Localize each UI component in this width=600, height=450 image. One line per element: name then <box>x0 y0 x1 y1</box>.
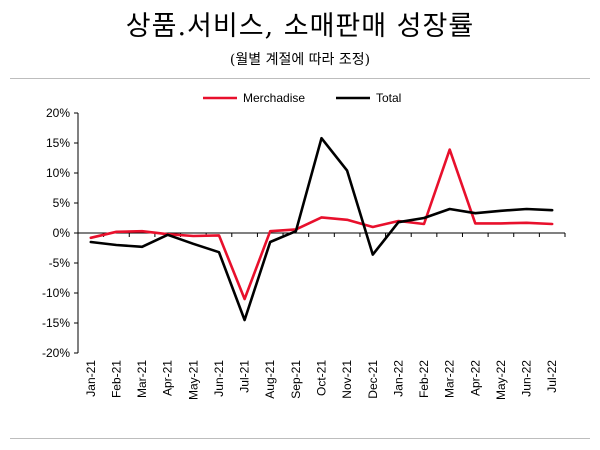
chart-title: 상품.서비스, 소매판매 성장률 <box>125 11 475 42</box>
y-tick-label: -10% <box>42 286 70 300</box>
top-divider <box>10 78 590 79</box>
x-tick-label: Mar-22 <box>443 360 457 398</box>
x-tick-label: Apr-21 <box>161 360 175 396</box>
y-tick-label: 10% <box>46 166 70 180</box>
y-tick-label: -5% <box>49 256 71 270</box>
chart-series <box>89 136 554 322</box>
x-tick-label: Jan-21 <box>84 360 98 397</box>
y-tick-label: 0% <box>53 226 71 240</box>
x-tick-label: Feb-22 <box>417 360 431 398</box>
y-tick-label: 20% <box>46 106 70 120</box>
x-tick-label: Apr-22 <box>468 360 482 396</box>
x-tick-label: Aug-21 <box>263 360 277 399</box>
y-tick-label: 5% <box>53 196 71 210</box>
chart-axes: 20% 15% 10% 5% 0% -5% -10% -15% -20% Jan-21 Feb-21… <box>42 106 566 400</box>
x-tick-label: Jun-21 <box>212 360 226 397</box>
x-tick-label: Oct-21 <box>315 360 329 396</box>
legend-label: Merchadise <box>243 91 305 105</box>
y-tick-label: 15% <box>46 136 70 150</box>
series-line-merchadise <box>89 148 554 301</box>
y-tick-label: -20% <box>42 346 70 360</box>
x-tick-label: Jun-22 <box>520 360 534 397</box>
series-line-total <box>89 136 554 322</box>
x-tick-label: Jan-22 <box>391 360 405 397</box>
y-tick-label: -15% <box>42 316 70 330</box>
x-tick-label: Nov-21 <box>340 360 354 399</box>
x-tick-label: Sep-21 <box>289 360 303 399</box>
x-tick-label: Jul-22 <box>545 360 559 393</box>
bottom-divider <box>10 438 590 439</box>
x-tick-label: Jul-21 <box>238 360 252 393</box>
x-tick-label: Dec-21 <box>366 360 380 399</box>
x-tick-label: Feb-21 <box>109 360 123 398</box>
x-tick-label: Mar-21 <box>135 360 149 398</box>
chart-subtitle: (월별 계절에 따라 조정) <box>229 52 371 68</box>
x-tick-label: May-22 <box>494 360 508 400</box>
x-tick-label: May-21 <box>186 360 200 400</box>
legend-label: Total <box>376 91 401 105</box>
legend: Merchadise Total <box>203 91 401 105</box>
